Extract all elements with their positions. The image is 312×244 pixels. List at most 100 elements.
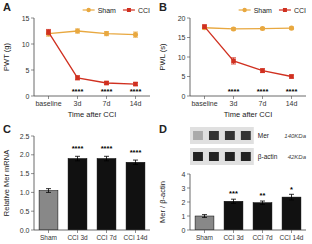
series — [202, 24, 294, 79]
series-line — [205, 27, 292, 77]
error-bar — [104, 81, 109, 84]
legend-label: CCI — [294, 7, 306, 14]
error-bar-cap — [260, 204, 265, 205]
y-tick — [187, 96, 190, 97]
panel: C0.00.51.01.52.02.5ShamCCI 3dCCI 7dCCI 1… — [2, 123, 150, 241]
y-tick-label: 15 — [178, 34, 186, 41]
error-bar-cap — [133, 160, 138, 161]
y-tick-label: 5 — [182, 73, 186, 80]
error-bar-cap — [289, 199, 294, 200]
series — [202, 25, 294, 31]
x-axis-label: Time after CCI — [224, 110, 272, 119]
y-tick-label: 4 — [182, 171, 186, 178]
y-axis-label: PWT (g) — [2, 43, 11, 71]
blot-band — [193, 131, 203, 140]
error-bar — [260, 69, 265, 73]
x-tick — [77, 230, 78, 233]
y-tick — [187, 76, 190, 77]
blot-size-label: 140KDa — [284, 133, 306, 139]
y-tick — [187, 230, 190, 231]
error-bar-stem — [233, 199, 234, 203]
annotation: * — [290, 185, 293, 194]
x-tick — [135, 230, 136, 233]
x-tick — [204, 96, 205, 99]
plot-marks — [202, 24, 294, 79]
error-bar-stem — [77, 156, 78, 161]
x-tick-label: 14d — [130, 100, 142, 107]
x-tick-label: 7d — [103, 100, 111, 107]
blot-label: β-actin — [258, 153, 278, 161]
error-bar — [289, 75, 294, 78]
error-bar — [133, 160, 138, 165]
y-tick — [187, 216, 190, 217]
blot-band — [209, 152, 219, 161]
x-tick — [233, 230, 234, 233]
annotation: **** — [130, 87, 142, 96]
y-tick-label: 0 — [26, 93, 30, 100]
error-bar-cap — [231, 203, 236, 204]
panel-title: A — [3, 1, 11, 13]
y-tick-label: 15 — [22, 15, 30, 22]
bar — [282, 197, 301, 230]
plot-marks — [195, 194, 301, 230]
y-tick — [187, 174, 190, 175]
x-tick-label: CCI 14d — [280, 234, 304, 241]
x-tick — [262, 230, 263, 233]
plot-marks — [39, 156, 145, 230]
marker — [133, 32, 138, 37]
x-tick-label: 14d — [286, 100, 298, 107]
y-tick — [187, 202, 190, 203]
panel: B05101520baseline3d7d14dPWL (s)Time afte… — [158, 1, 306, 119]
marker — [260, 26, 265, 31]
marker — [133, 82, 138, 87]
y-tick — [31, 192, 34, 193]
series-line — [49, 31, 136, 35]
error-bar-cap — [75, 160, 80, 161]
bar — [126, 162, 145, 230]
blot-band — [193, 152, 203, 161]
y-tick — [31, 96, 34, 97]
blot-label: Mer — [258, 132, 270, 139]
error-bar-cap — [231, 64, 236, 65]
x-tick-label: CCI 7d — [252, 234, 273, 241]
y-tick-label: 1.5 — [20, 170, 30, 177]
annotation: ** — [260, 191, 266, 200]
error-bar — [46, 189, 51, 193]
x-tick-label: CCI 3d — [223, 234, 244, 241]
x-tick-label: 7d — [259, 100, 267, 107]
y-tick — [31, 230, 34, 231]
marker — [231, 26, 236, 31]
marker — [104, 81, 109, 86]
x-axis-label: Time after CCI — [68, 110, 116, 119]
annotation: *** — [229, 189, 238, 198]
marker — [260, 68, 265, 73]
panel-title: B — [159, 1, 167, 13]
blot-band — [241, 131, 251, 140]
bar — [97, 159, 116, 230]
x-tick — [291, 230, 292, 233]
error-bar-cap — [260, 201, 265, 202]
error-bar — [133, 82, 138, 85]
y-tick — [187, 18, 190, 19]
series-line — [205, 28, 292, 29]
bar — [68, 159, 87, 230]
y-tick — [31, 154, 34, 155]
error-bar — [46, 29, 51, 34]
blot-background — [190, 127, 254, 144]
y-tick-label: 0 — [182, 227, 186, 234]
bar — [195, 216, 214, 230]
marker — [202, 24, 207, 29]
y-tick-label: 2.0 — [20, 151, 30, 158]
error-bar-cap — [133, 164, 138, 165]
marker — [289, 26, 294, 31]
error-bar-cap — [202, 214, 207, 215]
panel: D01234ShamCCI 3dCCI 7dCCI 14dMer / β-act… — [158, 123, 307, 241]
y-tick — [187, 57, 190, 58]
y-tick-label: 0 — [182, 93, 186, 100]
western-blot: Mer140KDaβ-actin42KDa — [190, 127, 307, 165]
bar — [224, 201, 243, 230]
y-tick — [187, 37, 190, 38]
panel: A051015baseline3d7d14dPWT (g)Time after … — [2, 1, 150, 119]
marker — [289, 74, 294, 79]
y-tick — [31, 173, 34, 174]
